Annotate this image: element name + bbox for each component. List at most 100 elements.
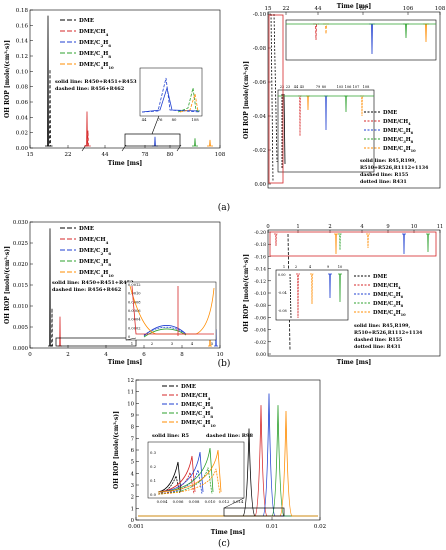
inset-x-tick-label: 1 bbox=[283, 265, 285, 269]
top-CH4 bbox=[313, 23, 319, 41]
series-DME bbox=[138, 428, 318, 517]
y-tick-label: -0.08 bbox=[253, 46, 266, 52]
legend-entry: DME/CH4 bbox=[373, 283, 401, 290]
inset-x-tick-label: 2 bbox=[295, 265, 297, 269]
x-tick-label: 44 bbox=[102, 152, 109, 158]
inset-y-tick-label: 0.0002 bbox=[128, 326, 141, 330]
annotation-solid: solid line: R450+R451+R453 bbox=[55, 79, 137, 85]
y-tick-label: 0.18 bbox=[16, 8, 29, 14]
inset-x-tick-label: 80 bbox=[172, 117, 177, 122]
series-DME-C4H10 bbox=[207, 139, 213, 147]
x-tick-label: 78 bbox=[142, 152, 149, 158]
y-tick-label: 0.000 bbox=[13, 346, 29, 352]
x-axis-label: Time [ms] bbox=[211, 529, 246, 536]
inset-x-tick-label: 4 bbox=[191, 341, 194, 346]
y-tick-label: 8 bbox=[131, 425, 135, 431]
top-C3H8 bbox=[403, 23, 409, 39]
inset-y-tick-label: 0.0006 bbox=[128, 309, 141, 313]
annotation: solid line: R45,R199, bbox=[354, 323, 411, 329]
y-axis-label: OH ROP [mole/(cm³·s)] bbox=[113, 411, 120, 489]
legend-entry: DME bbox=[181, 384, 196, 390]
inset-x-tick-label: 1 bbox=[131, 341, 133, 346]
top-C2H6 bbox=[369, 23, 375, 55]
annotation-solid: solid line: R5 bbox=[152, 433, 190, 439]
legend-entry: DME/CH4 bbox=[383, 119, 411, 126]
legend-entry: DME/C4H10 bbox=[181, 420, 216, 428]
x-tick-label: 0.001 bbox=[128, 524, 144, 530]
legend-entry: DME/C4H10 bbox=[79, 62, 114, 70]
legend-entry: DME bbox=[383, 110, 397, 116]
inset-x-tick-label: 105 bbox=[337, 85, 344, 89]
y-tick-label: 11 bbox=[127, 390, 134, 396]
zoom-box bbox=[124, 133, 181, 147]
x-tick-label: 80 bbox=[167, 152, 174, 158]
y-tick-label: 0.005 bbox=[13, 325, 28, 331]
legend-entry: DME bbox=[79, 18, 94, 24]
top-C4H10 bbox=[334, 233, 338, 255]
inset-y-tick-label: 0.3 bbox=[150, 450, 157, 455]
plot-frame bbox=[29, 9, 221, 149]
legend-entry: DME/C3H8 bbox=[181, 411, 213, 419]
y-tick-label: -0.02 bbox=[254, 340, 266, 346]
y-tick-label: -0.10 bbox=[254, 291, 266, 297]
annotation-dashed: dashed line: R98 bbox=[206, 433, 253, 439]
inset-x-tick-label: 22 bbox=[280, 85, 284, 89]
inset-frame bbox=[139, 67, 203, 117]
annotation: dashed line: R155 bbox=[360, 172, 408, 178]
x-tick-label: 10 bbox=[217, 352, 224, 358]
annotation: dotted line: R431 bbox=[354, 344, 401, 350]
inset-C4H10 bbox=[179, 93, 199, 113]
legend-entry: DME/C2H6 bbox=[79, 248, 111, 256]
y-tick-label: 0.08 bbox=[16, 85, 29, 91]
x-axis-label: Time [ms] bbox=[108, 160, 143, 167]
series-DME-CH4-dashed bbox=[85, 130, 91, 147]
y-tick-label: 0.04 bbox=[16, 115, 29, 121]
inset-x-tick-label: 0.004 bbox=[157, 499, 168, 504]
y-tick-label: 7 bbox=[131, 436, 134, 442]
y-tick-label: 0.02 bbox=[16, 131, 28, 137]
top-zoom-box bbox=[269, 231, 437, 257]
x-tick-label: 44 bbox=[315, 6, 322, 12]
y-tick-label: -0.04 bbox=[253, 114, 267, 120]
legend-entry: DME/C3H8 bbox=[383, 137, 414, 144]
x-tick-label: 0.01 bbox=[266, 524, 278, 530]
y-axis-label: OH ROP [mole/(cm³·s)] bbox=[243, 254, 250, 332]
inset-DME bbox=[157, 461, 182, 493]
y-tick-label: 0.00 bbox=[256, 352, 266, 358]
inset-x-tick-label: 45 bbox=[300, 85, 304, 89]
annotation: R510+R526,R1112+1134 bbox=[360, 165, 429, 171]
top-C3H8 bbox=[338, 233, 342, 251]
y-tick-label: 0 bbox=[131, 518, 135, 524]
series-DME-C4H10 bbox=[138, 410, 318, 517]
panel-a-right: Time [ms] 15 22 44 80 106 108 0.00 -0.02 -0.04 -0.… bbox=[243, 3, 446, 189]
inset-x-tick-label: 3 bbox=[171, 341, 174, 346]
y-tick-label: 0.00 bbox=[254, 182, 266, 188]
legend-entry: DME/C4H10 bbox=[79, 270, 114, 278]
legend-entry: DME/C3H8 bbox=[79, 51, 111, 59]
inset-y-tick-label: 0.1 bbox=[150, 478, 156, 483]
y-tick-label: 0.010 bbox=[13, 304, 29, 310]
top-CH4 bbox=[274, 233, 278, 247]
figure-label-c: (c) bbox=[218, 538, 230, 549]
inset-frame bbox=[147, 441, 245, 499]
x-tick-label: 108 bbox=[215, 152, 226, 158]
y-tick-label: 12 bbox=[127, 378, 134, 384]
y-tick-label: -0.06 bbox=[254, 315, 266, 321]
panel-a-left: 0.00 0.02 0.04 0.06 0.08 0.10 0.12 0.14 0.16 0.18… bbox=[4, 8, 226, 167]
y-tick-label: 0.020 bbox=[13, 262, 29, 268]
inset-x-tick-label: 0.010 bbox=[205, 499, 216, 504]
x-tick-label: 22 bbox=[65, 152, 72, 158]
x-tick-label: 80 bbox=[360, 6, 367, 12]
y-tick-label: 0.06 bbox=[16, 100, 29, 106]
y-tick-label: 0.10 bbox=[16, 69, 29, 75]
top-C4H10b bbox=[366, 233, 370, 249]
legend-entry: DME/C4H10 bbox=[373, 310, 406, 317]
inset-x-tick-label: 0.014 bbox=[233, 499, 244, 504]
inset-C4H10 bbox=[310, 273, 314, 305]
series-DME-drop bbox=[270, 13, 278, 183]
x-tick-label: 6 bbox=[142, 352, 146, 358]
series-DME-C3H8 bbox=[192, 138, 198, 147]
inset-x-tick-label: 108 bbox=[191, 117, 199, 122]
inset-C2H6-dash bbox=[143, 326, 187, 336]
